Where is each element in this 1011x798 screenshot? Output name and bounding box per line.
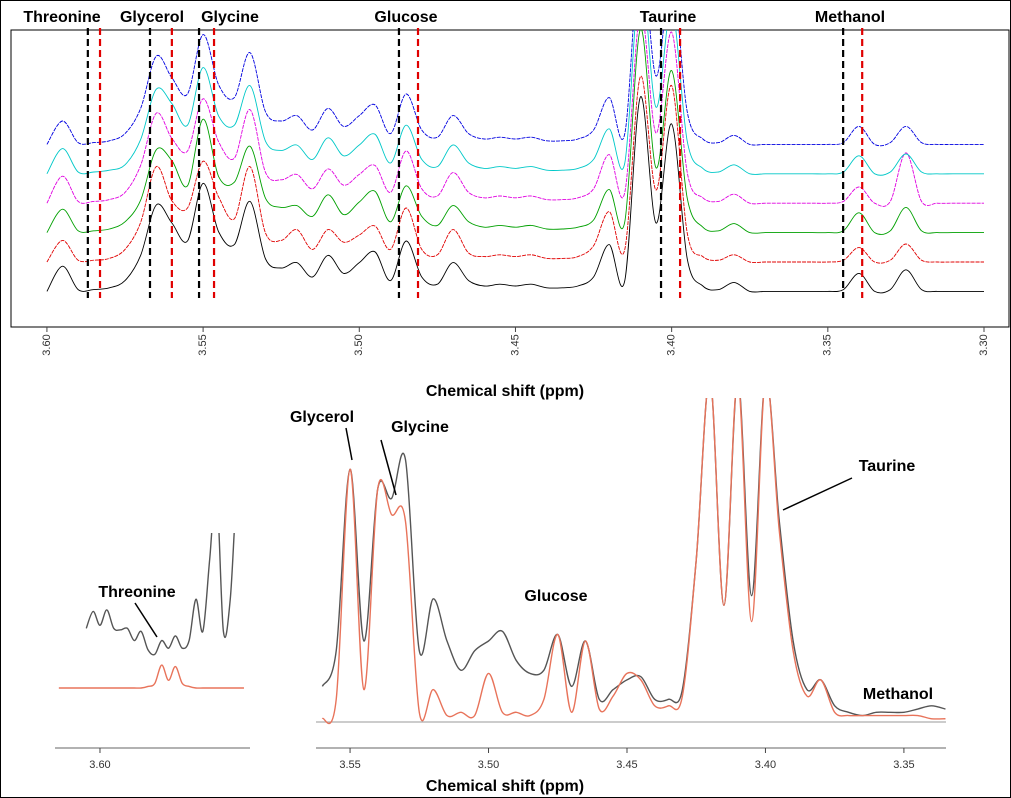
spectrum <box>46 30 985 147</box>
x-tick-label: 3.50 <box>478 759 499 771</box>
x-tick-label: 3.45 <box>509 334 521 355</box>
x-tick-label: 3.45 <box>616 759 637 771</box>
annotation-label: Glycerol <box>290 409 354 426</box>
annotation-label: Methanol <box>815 9 885 26</box>
x-tick-label: 3.35 <box>822 334 834 355</box>
annotation-label: Taurine <box>640 9 697 26</box>
spectrum <box>46 76 985 264</box>
spectrum <box>46 30 985 176</box>
x-tick-label: 3.50 <box>353 334 365 355</box>
annotation-label: Glucose <box>524 588 587 605</box>
top-plot-frame <box>10 29 1010 328</box>
annotation-label: Methanol <box>863 686 933 703</box>
spectrum <box>58 664 244 689</box>
x-axis-title: Chemical shift (ppm) <box>426 778 584 795</box>
x-tick-label: 3.60 <box>41 334 53 355</box>
spectra <box>46 30 985 294</box>
x-tick-label: 3.55 <box>197 334 209 355</box>
spectrum <box>46 96 985 294</box>
annotation-pointer <box>134 602 158 638</box>
annotation-label: Threonine <box>98 584 175 601</box>
x-tick-label: 3.40 <box>666 334 678 355</box>
x-tick-label: 3.60 <box>89 759 110 771</box>
annotation-label: Glycine <box>391 419 449 436</box>
annotation-label: Threonine <box>23 9 100 26</box>
spectrum <box>85 533 235 656</box>
annotation-pointer <box>380 439 397 496</box>
annotation-label: Glycerol <box>120 9 184 26</box>
spectra <box>58 533 244 689</box>
annotation-pointer <box>782 477 853 511</box>
x-tick-label: 3.40 <box>755 759 776 771</box>
spectrum <box>46 30 985 207</box>
annotation-label: Taurine <box>859 458 916 475</box>
spectrum <box>321 398 946 725</box>
spectrum <box>46 30 985 235</box>
spectra <box>321 398 946 725</box>
x-tick-label: 3.55 <box>339 759 360 771</box>
annotation-pointer <box>345 427 353 461</box>
x-tick-label: 3.35 <box>893 759 914 771</box>
x-tick-label: 3.30 <box>978 334 990 355</box>
annotation-label: Glycine <box>201 9 259 26</box>
annotation-label: Glucose <box>374 9 437 26</box>
x-axis-title: Chemical shift (ppm) <box>426 383 584 400</box>
